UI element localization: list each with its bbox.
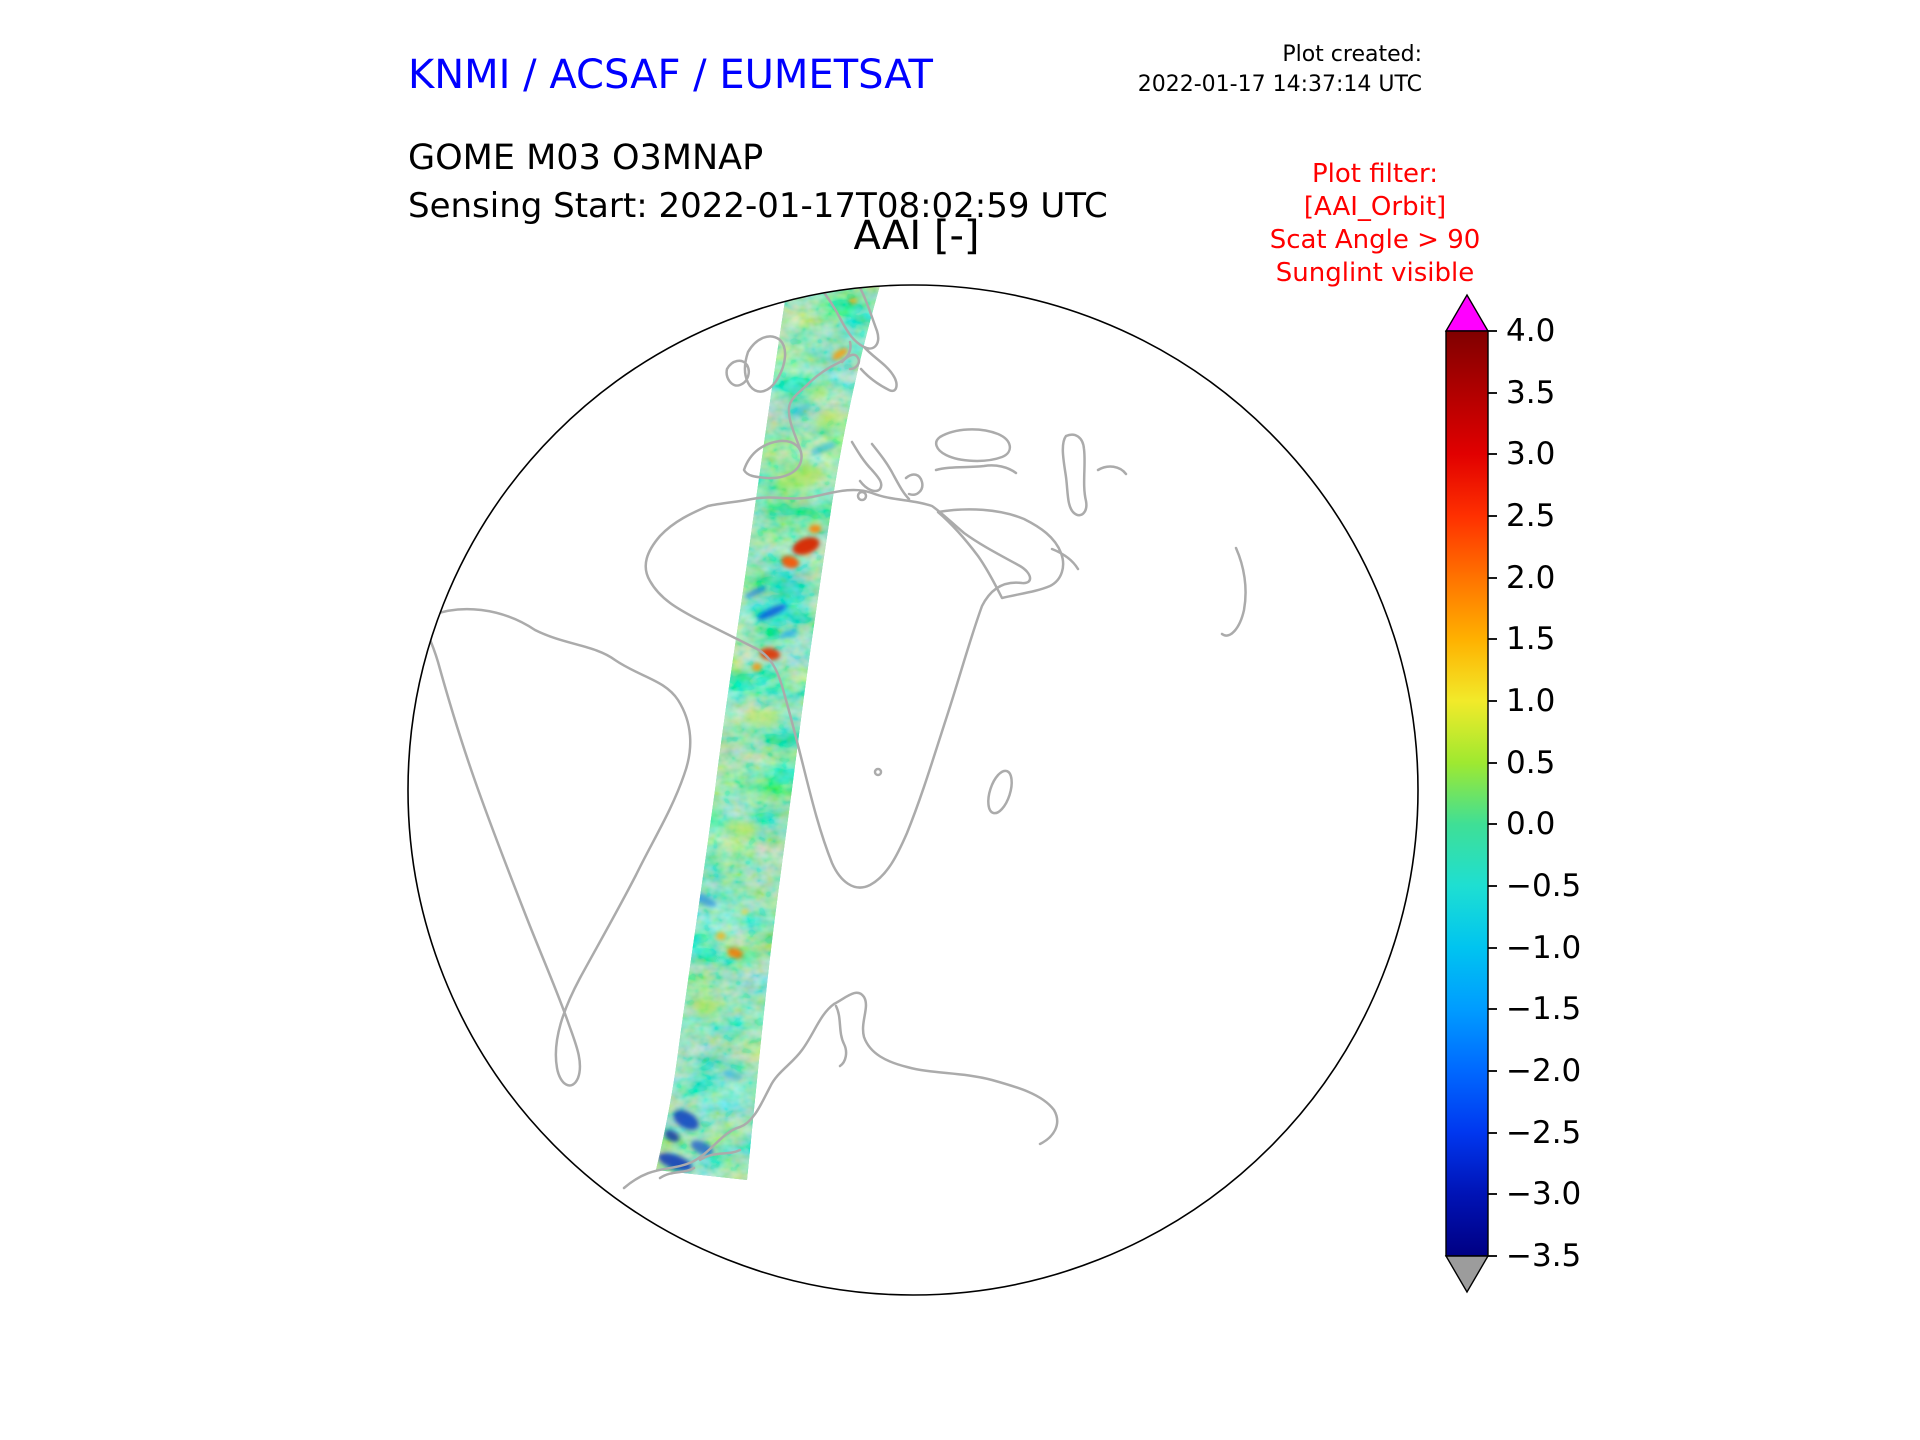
plot-created-label: Plot created: (1282, 42, 1422, 67)
colorbar-tick-label: −3.5 (1506, 1238, 1581, 1274)
globe-disc (408, 285, 1418, 1295)
colorbar-tick-label: 3.0 (1506, 436, 1555, 472)
coastlines (419, 285, 1247, 1190)
colorbar-tick-label: 4.0 (1506, 313, 1555, 349)
colorbar-tick-label: 2.0 (1506, 560, 1555, 596)
filter-note-line: Plot filter: (1311, 159, 1439, 189)
colorbar-tick-label: 0.5 (1506, 745, 1555, 781)
sensing-start: Sensing Start: 2022-01-17T08:02:59 UTC (408, 186, 1108, 226)
island-sicily (856, 490, 868, 502)
plot-title: AAI [-] (853, 213, 980, 259)
hotspot (760, 647, 780, 661)
hotspot (832, 347, 848, 361)
aai-patch (776, 465, 824, 491)
island-greenland-edge (527, 289, 568, 316)
cold-streak (657, 1152, 693, 1172)
colorbar-tick-label: 0.0 (1506, 806, 1555, 842)
island-small (873, 767, 883, 777)
colorbar-tick-label: −3.0 (1506, 1176, 1581, 1212)
cold-streak (745, 586, 767, 598)
coastline-south-america (419, 607, 692, 1087)
colorbar-gradient (1445, 330, 1489, 1257)
hotspot (781, 555, 799, 569)
island-madagascar (987, 769, 1013, 815)
colorbar-tick-label: −2.5 (1506, 1115, 1581, 1151)
island-iceland (639, 285, 676, 288)
globe-outline (407, 284, 1419, 1296)
instrument-title: GOME M03 O3MNAP (408, 138, 764, 178)
colorbar-over-arrow (1444, 293, 1490, 332)
aai-patch (726, 819, 758, 837)
agency-title: KNMI / ACSAF / EUMETSAT (408, 52, 933, 98)
cold-streak (664, 1130, 680, 1142)
coastline-antarctica (622, 991, 1059, 1190)
hotspot (809, 525, 821, 533)
aai-patch (690, 1000, 718, 1016)
coastline-middle-east (936, 465, 1247, 637)
hotspot (752, 663, 762, 671)
colorbar-tick-label: −2.0 (1506, 1053, 1581, 1089)
colorbar-tick-label: −0.5 (1506, 868, 1581, 904)
colorbar-tick-label: 2.5 (1506, 498, 1555, 534)
plot-filter-note: Plot filter: [AAI_Orbit] Scat Angle > 90… (1245, 158, 1505, 290)
aai-patch (744, 708, 780, 728)
cold-streak (778, 629, 798, 639)
cold-streak (722, 1069, 742, 1081)
colorbar-tick-label: 1.0 (1506, 683, 1555, 719)
cold-streak (757, 604, 787, 620)
filter-note-line: Sunglint visible (1275, 258, 1475, 288)
aai-patch (812, 410, 844, 430)
hotspot (727, 947, 743, 959)
colorbar-tick-label: 3.5 (1506, 375, 1555, 411)
plot-created-block: Plot created: 2022-01-17 14:37:14 UTC (1100, 40, 1422, 100)
hotspot (848, 298, 858, 304)
yellow-green-patches (690, 382, 844, 1016)
filter-note-line: [AAI_Orbit] (1303, 192, 1447, 222)
colorbar: 4.0 3.5 3.0 2.5 2.0 1.5 1.0 0.5 0.0 −0.5… (1444, 293, 1581, 1294)
aerosol-hotspots (716, 298, 858, 959)
hotspot (741, 909, 749, 915)
colorbar-ticks (1488, 330, 1497, 1257)
cold-streak (788, 403, 812, 417)
cold-streak (810, 441, 838, 455)
aai-patch (806, 382, 830, 398)
coastline-africa (644, 488, 1032, 889)
plot-created-value: 2022-01-17 14:37:14 UTC (1137, 72, 1422, 97)
hotspot (716, 932, 726, 940)
colorbar-tick-label: 1.5 (1506, 621, 1555, 657)
colorbar-tick-labels: 4.0 3.5 3.0 2.5 2.0 1.5 1.0 0.5 0.0 −0.5… (1506, 313, 1581, 1274)
hotspot (792, 537, 820, 555)
cold-streak (673, 1110, 699, 1130)
colorbar-tick-label: −1.0 (1506, 930, 1581, 966)
filter-note-line: Scat Angle > 90 (1269, 225, 1481, 255)
colorbar-tick-label: −1.5 (1506, 991, 1581, 1027)
colorbar-under-arrow (1444, 1255, 1490, 1294)
coastline-europe (725, 285, 1088, 517)
